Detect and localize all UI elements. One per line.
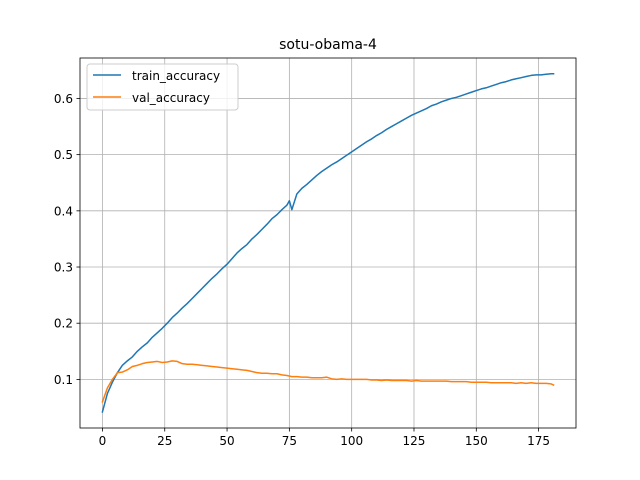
x-tick-label: 0 [99,434,107,448]
legend-label-train-accuracy: train_accuracy [132,69,220,83]
series-line-train-accuracy [101,72,555,413]
x-tick-label: 50 [219,434,234,448]
grid [80,58,576,428]
legend-box [86,63,239,111]
y-tick-label: 0.1 [54,373,73,387]
chart-title: sotu-obama-4 [279,37,377,53]
x-axis: 0 25 50 75 100 125 150 175 [99,428,550,448]
y-tick-label: 0.2 [54,317,73,331]
y-tick-label: 0.5 [54,148,73,162]
x-tick-label: 150 [465,434,488,448]
legend-label-val-accuracy: val_accuracy [132,91,210,105]
y-axis: 0.1 0.2 0.3 0.4 0.5 0.6 [54,92,80,387]
series-group [101,72,555,413]
x-tick-label: 125 [403,434,426,448]
plot-frame [79,57,577,429]
y-tick-label: 0.3 [54,261,73,275]
y-tick-label: 0.6 [54,92,73,106]
x-tick-label: 25 [157,434,172,448]
x-tick-label: 100 [340,434,363,448]
plot-area [80,58,576,428]
x-tick-label: 175 [527,434,550,448]
series-line-val-accuracy [101,360,555,403]
legend: train_accuracy val_accuracy [86,63,239,111]
y-tick-label: 0.4 [54,204,73,218]
x-tick-label: 75 [282,434,297,448]
